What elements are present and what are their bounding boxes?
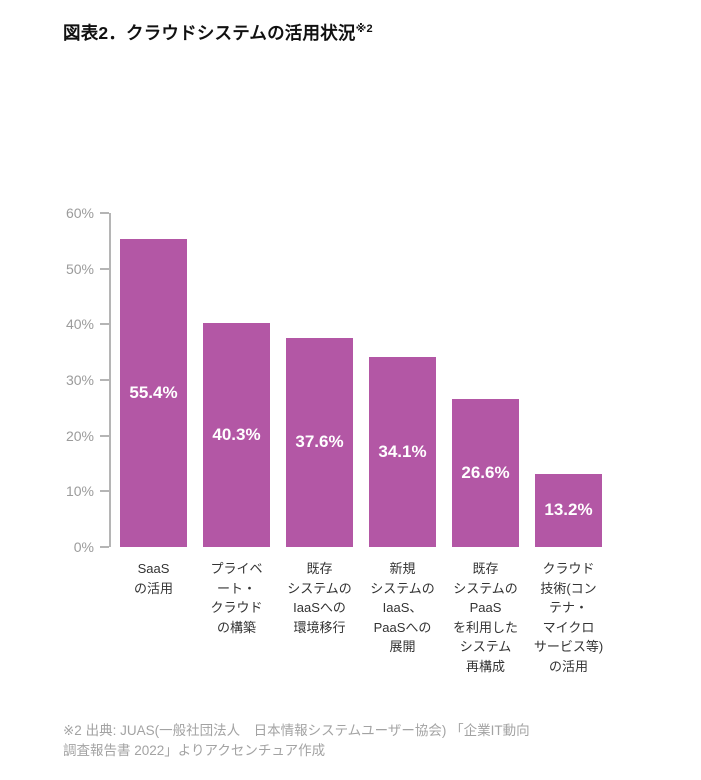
y-tick-mark	[100, 490, 109, 493]
y-tick-label: 30%	[65, 372, 94, 388]
category-label: クラウド 技術(コン テナ・ マイクロ サービス等) の活用	[533, 561, 604, 674]
y-tick: 20%	[54, 428, 109, 444]
y-tick-mark	[100, 212, 109, 214]
y-tick: 40%	[54, 316, 109, 332]
bar-column-5: 26.6% 既存 システムの PaaS を利用した システム 再構成	[452, 213, 519, 674]
y-tick: 0%	[54, 539, 109, 555]
bar-value-label: 13.2%	[544, 500, 593, 520]
source-note: ※2 出典: JUAS(一般社団法人 日本情報システムユーザー協会) 「企業IT…	[63, 723, 530, 758]
figure-title-text: 図表2．クラウドシステムの活用状況	[63, 23, 356, 43]
category-label: 既存 システムの IaaSへの 環境移行	[287, 561, 352, 635]
plot-area: 55.4% SaaS の活用 40.3% プライベ ート・ クラウド の構築 37.6%…	[109, 213, 603, 674]
y-tick-mark	[100, 434, 109, 437]
y-tick: 50%	[54, 261, 109, 277]
bar-column-4: 34.1% 新規 システムの IaaS、 PaaSへの 展開	[369, 213, 436, 654]
y-tick-label: 10%	[65, 483, 94, 500]
bar-value-label: 37.6%	[295, 432, 344, 452]
bar-value-label: 40.3%	[212, 424, 261, 444]
bar-5: 26.6%	[452, 398, 519, 547]
figure-title-superscript: ※2	[355, 23, 373, 36]
category-label: 既存 システムの PaaS を利用した システム 再構成	[452, 561, 518, 674]
y-axis-line	[109, 213, 111, 547]
bar-column-3: 37.6% 既存 システムの IaaSへの 環境移行	[286, 213, 353, 635]
y-tick-label: 0%	[73, 539, 94, 555]
y-tick: 60%	[54, 205, 109, 221]
y-tick-mark	[100, 323, 109, 326]
category-label: 新規 システムの IaaS、 PaaSへの 展開	[370, 561, 435, 654]
y-tick-label: 50%	[65, 260, 94, 277]
bar-value-label: 34.1%	[378, 442, 427, 462]
bar-chart: 0% 10% 20% 30% 40% 50% 60% 55.4% SaaS の活用 40.3% プ…	[52, 205, 603, 674]
bar-column-6: 13.2% クラウド 技術(コン テナ・ マイクロ サービス等) の活用	[534, 213, 603, 674]
bar-value-label: 55.4%	[129, 382, 178, 402]
bar-4: 34.1%	[369, 357, 436, 547]
bar-6: 13.2%	[535, 473, 602, 547]
y-tick-label: 20%	[65, 427, 94, 444]
bar-column-2: 40.3% プライベ ート・ クラウド の構築	[203, 213, 270, 635]
bar-column-1: 55.4% SaaS の活用	[120, 213, 187, 596]
category-label: プライベ ート・ クラウド の構築	[210, 561, 263, 635]
y-tick: 10%	[54, 483, 109, 499]
bar-1: 55.4%	[120, 238, 187, 547]
category-label: SaaS の活用	[133, 561, 173, 596]
y-tick-mark	[100, 267, 109, 270]
bar-2: 40.3%	[203, 322, 270, 547]
y-axis: 0% 10% 20% 30% 40% 50% 60%	[52, 205, 109, 555]
bar-3: 37.6%	[286, 337, 353, 547]
y-tick-mark	[100, 379, 109, 381]
y-tick-label: 60%	[65, 205, 94, 221]
y-tick-label: 40%	[65, 316, 94, 333]
bar-value-label: 26.6%	[461, 462, 510, 482]
y-tick-mark	[100, 546, 109, 548]
y-tick: 30%	[54, 372, 109, 388]
figure-title: 図表2．クラウドシステムの活用状況※2	[63, 20, 373, 45]
